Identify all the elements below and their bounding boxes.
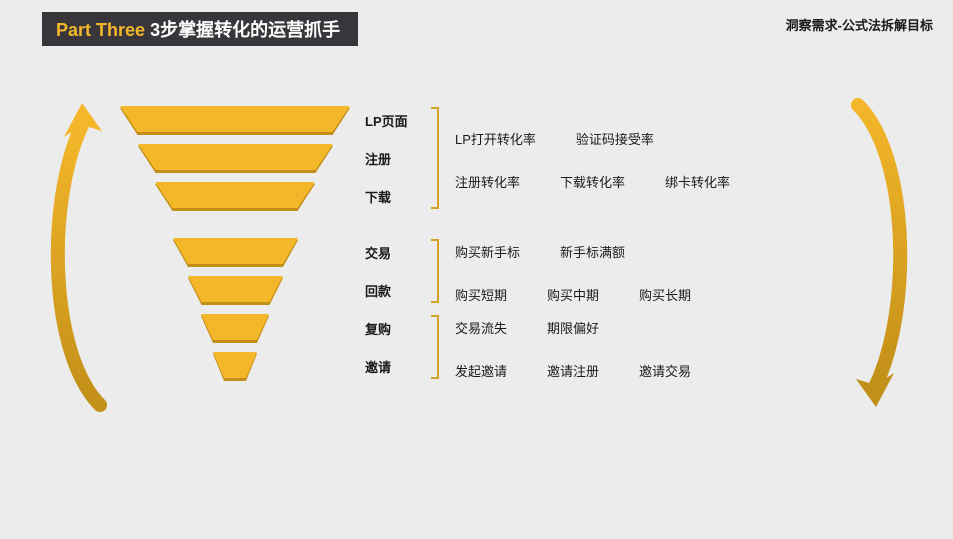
funnel-stage: 邀请: [120, 351, 350, 383]
funnel-stage: 复购: [120, 313, 350, 345]
metric-item: 购买长期: [639, 285, 691, 304]
metric-item: 下载转化率: [560, 172, 625, 191]
funnel-stage: 下载: [120, 181, 350, 213]
funnel-stage-label: 交易: [365, 243, 391, 262]
funnel-stage-label: 回款: [365, 281, 391, 300]
title-bar: Part Three 3步掌握转化的运营抓手: [42, 12, 358, 46]
metric-row: 交易流失 期限偏好: [455, 318, 691, 337]
metric-item: 验证码接受率: [576, 129, 654, 148]
subtitle: 洞察需求-公式法拆解目标: [786, 15, 933, 34]
metric-row: LP打开转化率 验证码接受率: [455, 129, 730, 148]
group-bracket: [425, 107, 439, 209]
group-bracket: [425, 239, 439, 303]
right-arrow-icon: [838, 95, 918, 415]
metric-item: 邀请注册: [547, 361, 599, 380]
funnel-stage: 交易: [120, 237, 350, 269]
metric-item: 交易流失: [455, 318, 507, 337]
metric-block: 交易流失 期限偏好发起邀请 邀请注册 邀请交易: [455, 318, 691, 380]
funnel-stage-label: 下载: [365, 187, 391, 206]
funnel-stage-label: 注册: [365, 149, 391, 168]
metric-block: LP打开转化率 验证码接受率注册转化率 下载转化率 绑卡转化率: [455, 129, 730, 191]
metric-item: LP打开转化率: [455, 129, 536, 148]
metric-row: 购买新手标 新手标满额: [455, 242, 691, 261]
metric-item: 发起邀请: [455, 361, 507, 380]
funnel-stage-label: LP页面: [365, 111, 408, 130]
funnel-stage: 注册: [120, 143, 350, 175]
group-bracket: [425, 315, 439, 379]
metric-item: 新手标满额: [560, 242, 625, 261]
metric-item: 购买短期: [455, 285, 507, 304]
metric-item: 购买中期: [547, 285, 599, 304]
funnel-stage-label: 邀请: [365, 357, 391, 376]
funnel-stage: 回款: [120, 275, 350, 307]
metric-item: 绑卡转化率: [665, 172, 730, 191]
left-arrow-icon: [40, 95, 120, 415]
metric-block: 购买新手标 新手标满额购买短期 购买中期 购买长期: [455, 242, 691, 304]
funnel-stage-label: 复购: [365, 319, 391, 338]
metric-item: 期限偏好: [547, 318, 599, 337]
metric-row: 发起邀请 邀请注册 邀请交易: [455, 361, 691, 380]
metric-item: 邀请交易: [639, 361, 691, 380]
title-part1: Part Three: [56, 20, 145, 40]
metric-item: 注册转化率: [455, 172, 520, 191]
metric-item: 购买新手标: [455, 242, 520, 261]
title-part2: 3步掌握转化的运营抓手: [150, 20, 340, 40]
metric-row: 注册转化率 下载转化率 绑卡转化率: [455, 172, 730, 191]
funnel-stage: LP页面: [120, 105, 350, 137]
metric-row: 购买短期 购买中期 购买长期: [455, 285, 691, 304]
